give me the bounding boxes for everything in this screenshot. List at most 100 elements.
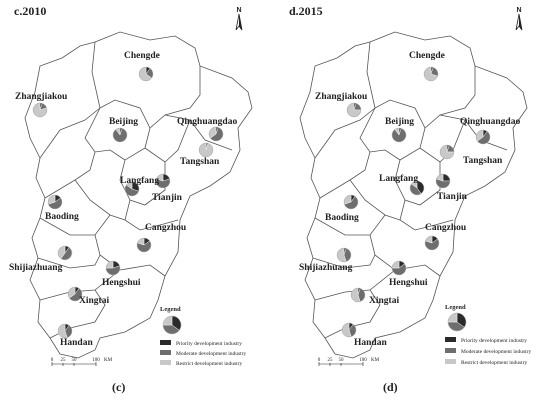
city-label-xingtai: Xingtai xyxy=(79,296,109,306)
city-label-baoding: Baoding xyxy=(45,212,79,222)
pie-handan xyxy=(341,322,357,338)
pie-outline xyxy=(439,144,455,160)
city-label-tangshan: Tangshan xyxy=(463,156,503,166)
legend-swatch-restrict xyxy=(160,360,171,365)
scale-bar: 0 25 50 100 KM xyxy=(51,358,113,366)
pie-outline xyxy=(423,66,439,82)
legend-swatch-priority xyxy=(445,337,456,342)
city-label-qinghuangdao: Qinghuangdao xyxy=(177,117,237,127)
map-canvas: N Chengde Zhangjiakou Beijing Qi xyxy=(299,7,532,366)
pie-tianjin xyxy=(435,173,451,189)
city-label-qinghuangdao: Qinghuangdao xyxy=(460,117,520,127)
pie-zhangjiakou xyxy=(346,102,362,118)
region-boundaries xyxy=(24,31,253,359)
pie-outline xyxy=(162,315,182,335)
pie-cangzhou xyxy=(136,237,152,253)
pie-outline xyxy=(67,286,83,302)
pie-outline xyxy=(350,287,366,303)
pie-shijiazhuang xyxy=(336,247,352,263)
legend-label-restrict: Restrict development industry xyxy=(461,360,528,366)
pie-outline xyxy=(391,127,407,143)
north-label: N xyxy=(236,7,241,14)
city-label-zhangjiakou: Zhangjiakou xyxy=(315,92,368,102)
city-label-handan: Handan xyxy=(60,338,93,348)
legend-label-restrict: Restrict development industry xyxy=(176,361,243,367)
pie-outline xyxy=(47,194,63,210)
pie-tangshan xyxy=(198,142,214,158)
scale-tick-50: 50 xyxy=(339,358,345,363)
city-label-tianjin: Tianjin xyxy=(152,193,183,203)
pie-legend-sample xyxy=(162,315,182,335)
legend-pie xyxy=(447,312,467,332)
scale-tick-100: 100 xyxy=(92,358,100,363)
city-label-handan: Handan xyxy=(354,338,387,348)
pie-outline xyxy=(475,129,491,145)
pie-outline xyxy=(336,247,352,263)
pie-qinghuangdao xyxy=(475,129,491,145)
pie-outline xyxy=(435,173,451,189)
scale-tick-100: 100 xyxy=(359,358,367,363)
city-label-baoding: Baoding xyxy=(325,213,359,223)
pie-outline xyxy=(341,322,357,338)
scale-unit: KM xyxy=(104,358,113,363)
north-label: N xyxy=(516,7,521,14)
legend-label-priority: Priority development industry xyxy=(176,341,242,347)
pie-outline xyxy=(124,181,140,197)
city-label-xingtai: Xingtai xyxy=(369,296,399,306)
city-label-tianjin: Tianjin xyxy=(437,192,468,202)
pie-hengshui xyxy=(391,260,407,276)
map-panel-2010: c.2010 N Chengde Zhangjiakou xyxy=(9,4,253,394)
city-labels: Chengde Zhangjiakou Beijing Qinghuangdao… xyxy=(9,51,237,348)
pie-zhangjiakou xyxy=(32,102,48,118)
pie-baoding xyxy=(47,194,63,210)
scale-tick-0: 0 xyxy=(51,358,54,363)
pie-outline xyxy=(424,235,440,251)
pie-chengde xyxy=(423,66,439,82)
city-label-shijiazhuang: Shijiazhuang xyxy=(299,263,353,273)
legend-swatch-restrict xyxy=(445,359,456,364)
scale-tick-50: 50 xyxy=(72,358,78,363)
pie-cangzhou xyxy=(424,235,440,251)
pie-chengde xyxy=(138,66,154,82)
pie-handan xyxy=(57,323,73,339)
pie-layer xyxy=(32,66,224,339)
pie-outline xyxy=(447,312,467,332)
pie-legend-sample xyxy=(447,312,467,332)
north-arrow-icon: N xyxy=(515,7,523,31)
scale-unit: KM xyxy=(371,358,380,363)
scale-tick-25: 25 xyxy=(328,358,334,363)
pie-outline xyxy=(198,142,214,158)
pie-outline xyxy=(155,173,171,189)
legend-swatch-moderate xyxy=(445,348,456,353)
pie-tangshan xyxy=(439,144,455,160)
city-labels: Chengde Zhangjiakou Beijing Qinghuangdao… xyxy=(299,51,520,348)
pie-xingtai xyxy=(350,287,366,303)
pie-hengshui xyxy=(105,260,121,276)
pie-outline xyxy=(346,102,362,118)
city-label-cangzhou: Cangzhou xyxy=(145,223,187,233)
city-label-chengde: Chengde xyxy=(124,51,160,61)
city-label-hengshui: Hengshui xyxy=(389,278,428,288)
legend: Legend Priority development industry Mod… xyxy=(445,304,532,366)
panel-caption: (c) xyxy=(112,380,126,394)
panel-caption: (d) xyxy=(383,380,398,394)
pie-xingtai xyxy=(67,286,83,302)
pie-shijiazhuang xyxy=(57,245,73,261)
city-label-langfang: Langfang xyxy=(120,176,159,186)
city-label-hengshui: Hengshui xyxy=(102,278,141,288)
legend-label-moderate: Moderate development industry xyxy=(176,351,247,357)
city-label-zhangjiakou: Zhangjiakou xyxy=(15,92,68,102)
pie-tianjin xyxy=(155,173,171,189)
city-label-beijing: Beijing xyxy=(385,117,414,127)
pie-outline xyxy=(409,180,425,196)
pie-layer xyxy=(336,66,491,338)
city-label-chengde: Chengde xyxy=(409,51,445,61)
scale-tick-25: 25 xyxy=(61,358,67,363)
pie-outline xyxy=(105,260,121,276)
legend-label-priority: Priority development industry xyxy=(461,338,527,344)
city-label-cangzhou: Cangzhou xyxy=(425,223,467,233)
pie-outline xyxy=(391,260,407,276)
pie-beijing xyxy=(112,127,128,143)
city-label-shijiazhuang: Shijiazhuang xyxy=(9,263,63,273)
pie-baoding xyxy=(343,194,359,210)
